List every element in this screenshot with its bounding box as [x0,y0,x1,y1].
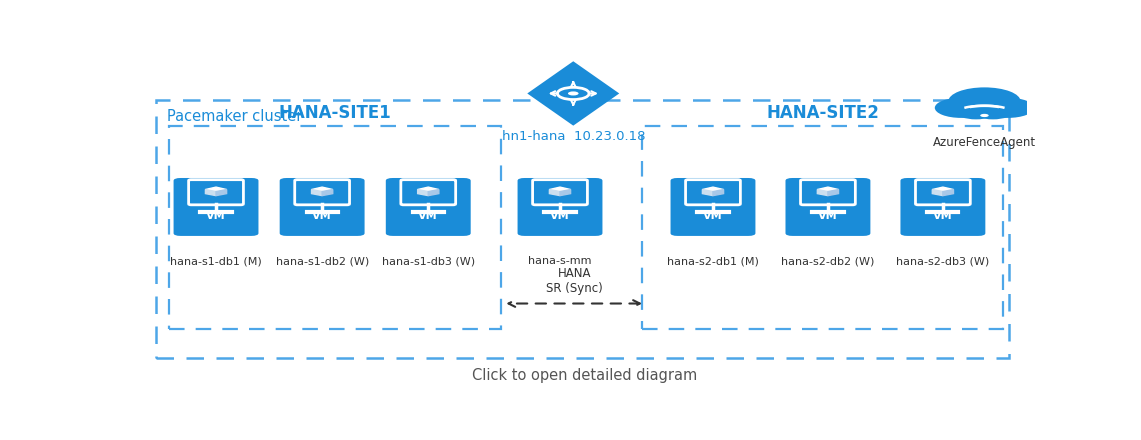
Polygon shape [428,190,439,196]
Circle shape [934,98,987,118]
Circle shape [948,88,1020,115]
Polygon shape [817,190,828,196]
Text: HANA
SR (Sync): HANA SR (Sync) [545,267,602,295]
Circle shape [972,104,1013,119]
Bar [169,126,501,329]
Circle shape [981,98,1034,118]
Text: Pacemaker cluster: Pacemaker cluster [167,109,302,124]
Text: hana-s1-db2 (W): hana-s1-db2 (W) [275,256,369,266]
Polygon shape [942,190,954,196]
FancyBboxPatch shape [173,178,259,236]
FancyBboxPatch shape [686,180,741,205]
Text: HANA-SITE2: HANA-SITE2 [767,104,879,122]
FancyBboxPatch shape [533,180,588,205]
Polygon shape [216,190,227,196]
Polygon shape [311,190,322,196]
Polygon shape [817,187,839,191]
FancyBboxPatch shape [386,178,471,236]
Polygon shape [932,190,942,196]
Bar [156,100,1010,358]
Polygon shape [205,187,227,191]
Text: VM: VM [818,211,837,221]
Text: VM: VM [207,211,226,221]
Polygon shape [550,190,560,196]
Bar [642,126,1003,329]
Circle shape [956,104,996,119]
Text: hana-s2-db3 (W): hana-s2-db3 (W) [897,256,989,266]
FancyBboxPatch shape [518,178,602,236]
FancyBboxPatch shape [671,178,755,236]
Text: VM: VM [419,211,438,221]
FancyBboxPatch shape [785,178,871,236]
FancyBboxPatch shape [801,180,856,205]
Text: hn1-hana  10.23.0.18: hn1-hana 10.23.0.18 [502,130,645,143]
FancyBboxPatch shape [188,180,243,205]
Polygon shape [560,190,570,196]
Text: Click to open detailed diagram: Click to open detailed diagram [472,368,697,383]
Polygon shape [550,187,570,191]
Text: AzureFenceAgent: AzureFenceAgent [933,136,1036,149]
Text: VM: VM [933,211,953,221]
Polygon shape [703,187,723,191]
FancyBboxPatch shape [280,178,365,236]
Polygon shape [527,61,620,126]
Polygon shape [418,187,439,191]
Text: VM: VM [703,211,722,221]
Polygon shape [322,190,333,196]
Text: VM: VM [313,211,332,221]
Polygon shape [828,190,839,196]
Circle shape [568,92,578,95]
Text: hana-s-mm: hana-s-mm [528,256,592,266]
Text: hana-s2-db2 (W): hana-s2-db2 (W) [782,256,875,266]
FancyBboxPatch shape [915,180,970,205]
Polygon shape [205,190,216,196]
Polygon shape [311,187,333,191]
Text: hana-s1-db1 (M): hana-s1-db1 (M) [170,256,262,266]
Text: VM: VM [550,211,569,221]
FancyBboxPatch shape [294,180,349,205]
Text: hana-s1-db3 (W): hana-s1-db3 (W) [382,256,475,266]
Polygon shape [713,190,723,196]
Circle shape [980,114,989,117]
FancyBboxPatch shape [400,180,455,205]
Polygon shape [703,190,713,196]
Polygon shape [932,187,954,191]
Polygon shape [418,190,428,196]
FancyBboxPatch shape [900,178,986,236]
Text: HANA-SITE1: HANA-SITE1 [278,104,391,122]
Text: hana-s2-db1 (M): hana-s2-db1 (M) [667,256,759,266]
